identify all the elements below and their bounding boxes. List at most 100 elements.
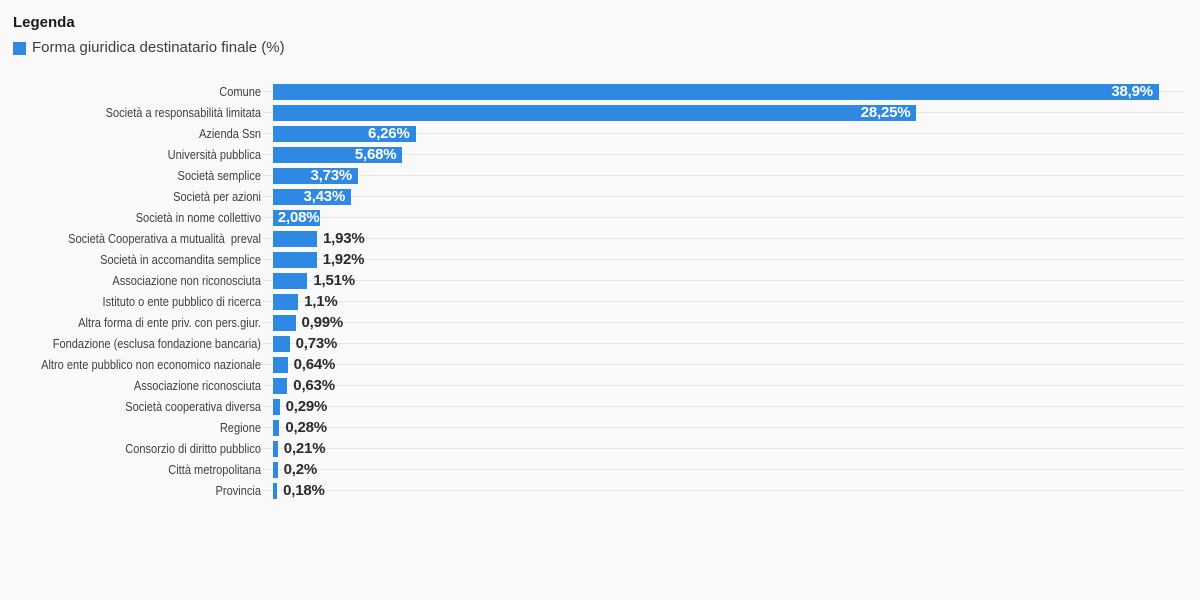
- bar-row: Società in nome collettivo 2,08%: [0, 207, 1200, 228]
- plot-area: 0,28%: [263, 417, 1184, 438]
- category-label: Azienda Ssn: [198, 126, 261, 141]
- value-label: 0,18%: [283, 482, 325, 499]
- category-label: Istituto o ente pubblico di ricerca: [102, 294, 261, 309]
- bar[interactable]: [273, 272, 308, 289]
- bar[interactable]: 6,26%: [273, 125, 416, 142]
- plot-area: 1,51%: [263, 270, 1184, 291]
- bar[interactable]: [273, 461, 278, 478]
- gridline: [263, 343, 1184, 344]
- gridline: [263, 196, 1184, 197]
- value-label: 1,93%: [323, 230, 365, 247]
- plot-area: 5,68%: [263, 144, 1184, 165]
- category-label: Società cooperativa diversa: [125, 399, 261, 414]
- bar-row: Azienda Ssn 6,26%: [0, 123, 1200, 144]
- value-label: 0,2%: [283, 461, 318, 478]
- bar[interactable]: [273, 251, 317, 268]
- bar-row: Altra forma di ente priv. con pers.giur.…: [0, 312, 1200, 333]
- category-label: Regione: [219, 420, 261, 435]
- category-label: Società in nome collettivo: [135, 210, 261, 225]
- bar[interactable]: 28,25%: [273, 104, 917, 121]
- category-label: Società per azioni: [173, 189, 261, 204]
- bar[interactable]: 3,73%: [273, 167, 358, 184]
- bar[interactable]: 5,68%: [273, 146, 403, 163]
- bar[interactable]: [273, 356, 288, 373]
- plot-area: 2,08%: [263, 207, 1184, 228]
- category-label: Fondazione (esclusa fondazione bancaria): [52, 336, 261, 351]
- plot-area: 0,21%: [263, 438, 1184, 459]
- value-label: 28,25%: [860, 104, 911, 121]
- gridline: [263, 490, 1184, 491]
- value-label: 3,73%: [310, 167, 352, 184]
- value-label: 2,08%: [277, 209, 320, 226]
- value-label: 38,9%: [1111, 83, 1153, 100]
- category-label: Società Cooperativa a mutualità preval: [68, 231, 261, 246]
- gridline: [263, 154, 1184, 155]
- legend-swatch-icon: [13, 41, 26, 55]
- category-label: Associazione non riconosciuta: [112, 273, 262, 288]
- bar[interactable]: [273, 419, 280, 436]
- plot-area: 0,18%: [263, 480, 1184, 501]
- value-label: 0,29%: [285, 398, 328, 415]
- category-label: Università pubblica: [167, 147, 261, 162]
- gridline: [263, 385, 1184, 386]
- category-label: Associazione riconosciuta: [133, 378, 261, 393]
- plot-area: 1,93%: [263, 228, 1184, 249]
- bar[interactable]: 2,08%: [273, 209, 321, 226]
- plot-area: 0,73%: [263, 333, 1184, 354]
- bar-row: Altro ente pubblico non economico nazion…: [0, 354, 1200, 375]
- category-label: Società semplice: [177, 168, 261, 183]
- gridline: [263, 301, 1184, 302]
- bar[interactable]: [273, 314, 296, 331]
- bar-row: Città metropolitana 0,2%: [0, 459, 1200, 480]
- bar-row: Provincia 0,18%: [0, 480, 1200, 501]
- bar-row: Società Cooperativa a mutualità preval 1,…: [0, 228, 1200, 249]
- bar-row: Associazione non riconosciuta 1,51%: [0, 270, 1200, 291]
- bar[interactable]: [273, 482, 278, 499]
- bar-row: Società cooperativa diversa 0,29%: [0, 396, 1200, 417]
- plot-area: 38,9%: [263, 81, 1184, 102]
- category-label: Città metropolitana: [168, 462, 261, 477]
- value-label: 6,26%: [368, 125, 410, 142]
- gridline: [263, 427, 1184, 428]
- bar-row: Università pubblica 5,68%: [0, 144, 1200, 165]
- bar[interactable]: [273, 293, 299, 310]
- gridline: [263, 133, 1184, 134]
- bar-row: Società per azioni 3,43%: [0, 186, 1200, 207]
- plot-area: 0,64%: [263, 354, 1184, 375]
- plot-area: 3,73%: [263, 165, 1184, 186]
- gridline: [263, 406, 1184, 407]
- category-label: Comune: [219, 84, 261, 99]
- horizontal-bar-chart: Comune 38,9% Società a responsabilità limi…: [0, 81, 1200, 501]
- category-label: Consorzio di diritto pubblico: [125, 441, 261, 456]
- plot-area: 1,1%: [263, 291, 1184, 312]
- bar[interactable]: [273, 398, 280, 415]
- bar-row: Società semplice 3,73%: [0, 165, 1200, 186]
- gridline: [263, 280, 1184, 281]
- bar[interactable]: [273, 335, 290, 352]
- plot-area: 0,29%: [263, 396, 1184, 417]
- value-label: 0,21%: [283, 440, 326, 457]
- bar[interactable]: 3,43%: [273, 188, 352, 205]
- legend-item[interactable]: Forma giuridica destinatario finale (%): [13, 40, 285, 56]
- gridline: [263, 238, 1184, 239]
- bar[interactable]: [273, 440, 278, 457]
- gridline: [263, 469, 1184, 470]
- value-label: 0,28%: [285, 419, 327, 436]
- bar-row: Società in accomandita semplice 1,92%: [0, 249, 1200, 270]
- legend-title: Legenda: [13, 14, 75, 31]
- plot-area: 0,63%: [263, 375, 1184, 396]
- value-label: 0,73%: [295, 335, 338, 352]
- plot-area: 0,2%: [263, 459, 1184, 480]
- value-label: 1,92%: [322, 251, 365, 268]
- value-label: 5,68%: [354, 146, 397, 163]
- bar[interactable]: [273, 230, 317, 247]
- bar-row: Consorzio di diritto pubblico 0,21%: [0, 438, 1200, 459]
- bar[interactable]: [273, 377, 288, 394]
- bar[interactable]: 38,9%: [273, 83, 1159, 100]
- bar-row: Istituto o ente pubblico di ricerca 1,1%: [0, 291, 1200, 312]
- bar-row: Comune 38,9%: [0, 81, 1200, 102]
- legend-item-label: Forma giuridica destinatario finale (%): [32, 39, 285, 56]
- value-label: 0,64%: [293, 356, 336, 373]
- category-label: Altro ente pubblico non economico nazion…: [41, 357, 261, 372]
- plot-area: 28,25%: [263, 102, 1184, 123]
